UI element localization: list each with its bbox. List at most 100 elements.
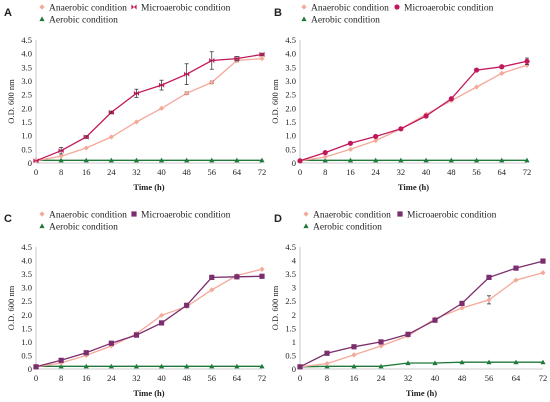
data-point xyxy=(524,157,530,163)
x-tick-label: 16 xyxy=(350,373,359,383)
x-tick-label: 0 xyxy=(298,167,302,177)
data-point xyxy=(108,134,114,140)
y-tick-label: 0.5 xyxy=(21,144,32,154)
data-point xyxy=(133,332,140,338)
legend-entry: Microaerobic condition xyxy=(131,210,231,220)
y-tick-label: 2.0 xyxy=(285,103,296,113)
x-tick-label: 56 xyxy=(485,373,494,383)
y-tick-label: 3.5 xyxy=(21,269,32,279)
y-tick-label: 2.5 xyxy=(21,90,32,100)
data-point xyxy=(259,55,265,62)
data-point xyxy=(347,157,354,163)
x-tick-label: 64 xyxy=(498,167,507,177)
data-point xyxy=(83,157,89,163)
y-axis-title: O.D. 600 nm xyxy=(6,285,16,330)
data-point xyxy=(33,158,39,164)
data-point xyxy=(473,157,480,163)
x-tick-label: 32 xyxy=(404,373,413,383)
data-point xyxy=(33,364,39,370)
x-axis-title: Time (h) xyxy=(406,388,437,398)
data-point xyxy=(158,320,165,326)
x-tick-label: 64 xyxy=(512,373,521,383)
x-tick-label: 48 xyxy=(458,373,467,383)
series-line xyxy=(299,64,528,162)
series-anaerobic xyxy=(33,55,265,164)
data-point xyxy=(158,363,165,369)
x-tick-label: 24 xyxy=(107,167,116,177)
series-anaerobic xyxy=(297,62,530,164)
data-point xyxy=(58,360,64,366)
x-tick-label: 0 xyxy=(34,167,38,177)
data-point xyxy=(405,360,411,366)
legend-entry: Anaerobic condition xyxy=(301,3,389,13)
data-point xyxy=(58,148,64,154)
data-point xyxy=(473,84,480,90)
data-point xyxy=(398,126,404,132)
data-point xyxy=(259,51,265,58)
legend-label: Aerobic condition xyxy=(49,222,118,232)
y-tick-label: 1.5 xyxy=(21,117,32,127)
x-tick-label: 0 xyxy=(34,373,38,383)
y-tick-label: 2.5 xyxy=(285,296,296,306)
x-tick-label: 32 xyxy=(132,373,141,383)
data-point xyxy=(58,363,64,369)
data-point xyxy=(58,357,64,363)
data-point xyxy=(373,157,379,163)
data-point xyxy=(58,153,64,159)
data-point xyxy=(378,343,384,349)
y-tick-label: 1 xyxy=(292,337,296,347)
y-tick-label: 4.0 xyxy=(21,256,32,266)
x-tick-label: 8 xyxy=(59,373,63,383)
data-point xyxy=(108,340,114,346)
panel-d: D Anaerobic condition Microaerobic conditi… xyxy=(270,210,547,398)
legend-entry: Anaerobic condition xyxy=(39,210,127,220)
data-point xyxy=(324,360,330,367)
x-axis-title: Time (h) xyxy=(133,388,164,398)
y-axis-title: O.D. 600 nm xyxy=(270,285,280,330)
series-microaerobic xyxy=(33,51,265,164)
x-tick-label: 32 xyxy=(397,167,406,177)
data-point xyxy=(486,274,492,280)
data-point xyxy=(133,157,140,163)
y-tick-label: 1.5 xyxy=(285,323,296,333)
x-tick-label: 64 xyxy=(233,373,242,383)
x-tick-label: 0 xyxy=(298,373,302,383)
data-point xyxy=(378,363,384,369)
data-point xyxy=(513,265,519,271)
y-tick-label: 3.5 xyxy=(21,62,32,72)
data-point xyxy=(184,90,190,96)
data-point xyxy=(351,352,357,358)
data-point xyxy=(347,140,354,146)
panel-letter: D xyxy=(274,213,282,225)
data-point xyxy=(373,137,379,144)
x-tick-label: 32 xyxy=(132,167,141,177)
y-tick-label: 2 xyxy=(292,310,296,320)
y-tick-label: 3 xyxy=(292,283,296,293)
error-bar xyxy=(260,52,264,57)
legend-label: Aerobic condition xyxy=(311,15,380,25)
series-line xyxy=(299,272,544,368)
data-point xyxy=(448,96,454,102)
x-tick-label: 48 xyxy=(182,167,191,177)
data-point xyxy=(158,105,165,111)
x-tick-label: 16 xyxy=(346,167,355,177)
y-tick-label: 0.5 xyxy=(21,350,32,360)
x-tick-label: 72 xyxy=(258,167,267,177)
series-line xyxy=(35,53,263,162)
x-tick-label: 48 xyxy=(447,167,456,177)
data-point xyxy=(423,113,429,119)
x-axis-title: Time (h) xyxy=(398,182,429,192)
y-tick-label: 4.0 xyxy=(285,49,296,59)
legend-label: Microaerobic condition xyxy=(407,210,497,220)
data-point xyxy=(540,258,546,264)
data-point xyxy=(209,79,215,85)
data-point xyxy=(423,157,429,163)
y-tick-label: 4.5 xyxy=(21,242,32,252)
panel-a: A Anaerobic condition Microaerobic conditi… xyxy=(4,3,266,192)
y-tick-label: 2.0 xyxy=(21,310,32,320)
data-point xyxy=(540,359,546,365)
series-anaerobic xyxy=(33,266,265,370)
legend-entry: Aerobic condition xyxy=(301,15,380,25)
x-tick-label: 8 xyxy=(325,373,329,383)
x-tick-label: 72 xyxy=(539,373,548,383)
